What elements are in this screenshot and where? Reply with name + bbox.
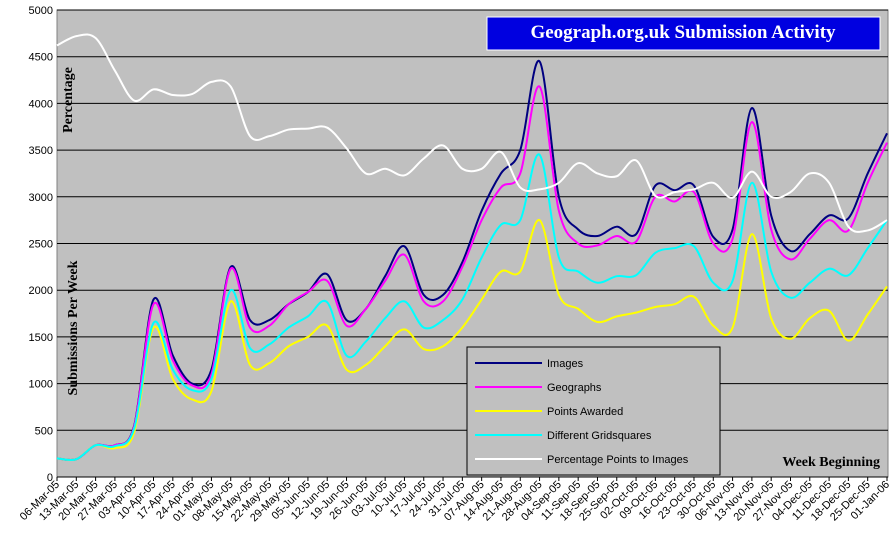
series-line	[56, 153, 888, 462]
series-line	[56, 219, 888, 462]
y-tick-label: 500	[35, 425, 53, 437]
y-tick-label: 2000	[29, 285, 53, 297]
legend-label: Different Gridsquares	[547, 430, 652, 442]
series-line	[56, 85, 888, 462]
series-line	[56, 33, 888, 233]
y-tick-label: 4500	[29, 52, 53, 64]
legend-label: Points Awarded	[547, 406, 623, 418]
y-tick-label: 3000	[29, 192, 53, 204]
y-tick-label: 0	[47, 472, 53, 484]
y-tick-label: 5000	[29, 5, 53, 17]
legend-label: Percentage Points to Images	[547, 454, 689, 466]
legend-label: Images	[547, 358, 584, 370]
y-tick-label: 1000	[29, 379, 53, 391]
legend-label: Geographs	[547, 382, 602, 394]
x-axis-label: Week Beginning	[782, 455, 880, 470]
y-tick-label: 3500	[29, 145, 53, 157]
series-line	[56, 60, 888, 462]
y-tick-label: 4000	[29, 98, 53, 110]
chart-title: Geograph.org.uk Submission Activity	[530, 22, 836, 43]
percentage-label: Percentage	[61, 67, 76, 133]
y-tick-label: 1500	[29, 332, 53, 344]
y-axis-label: Submissions Per Week	[66, 260, 81, 395]
title-box	[486, 16, 881, 51]
y-tick-label: 2500	[29, 239, 53, 251]
